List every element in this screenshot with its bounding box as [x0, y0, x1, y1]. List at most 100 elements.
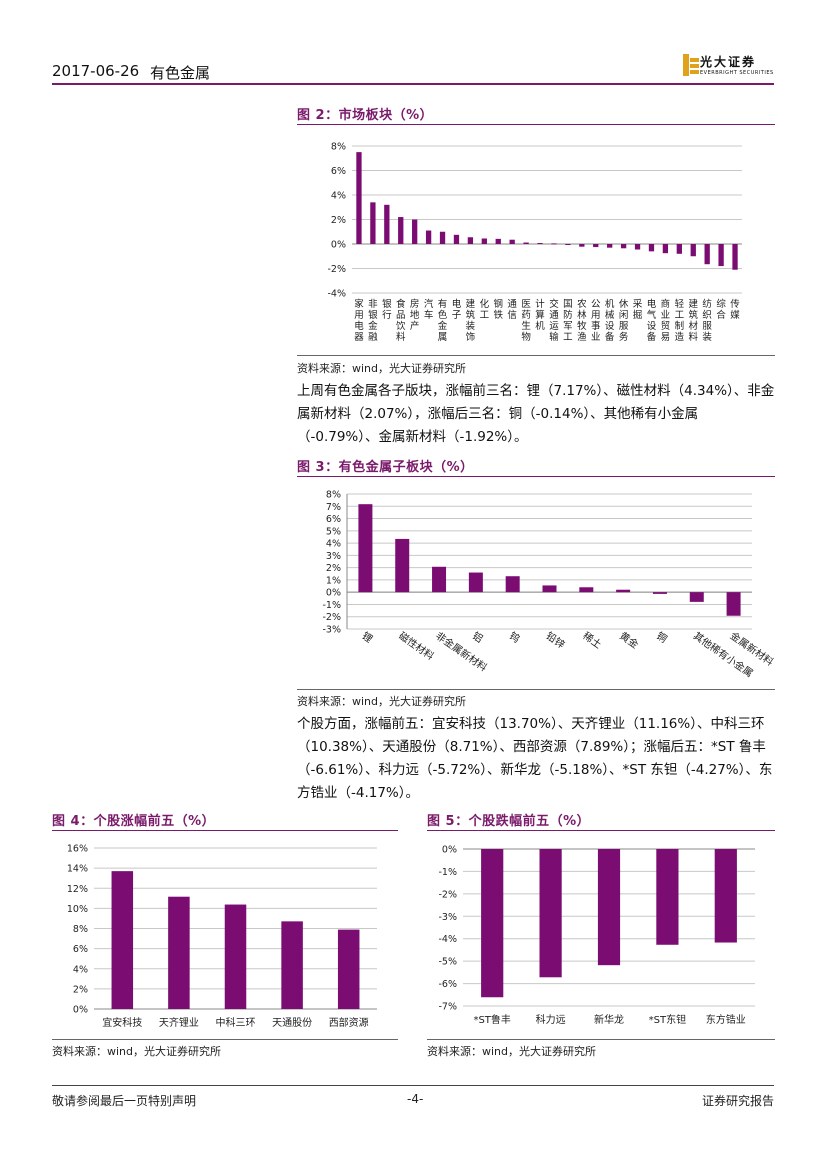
x-tick-label: 中科三环 [216, 1016, 256, 1029]
x-tick-label: 西部资源 [329, 1016, 369, 1029]
x-tick-label: 电气设备 [647, 298, 657, 343]
fig2-bottom-rule [297, 355, 775, 356]
y-tick-label: 0% [442, 845, 457, 856]
y-tick-label: -3% [439, 912, 458, 923]
y-tick-label: -1% [323, 600, 342, 611]
y-tick-label: 0% [331, 240, 346, 251]
x-tick-label: 天通股份 [272, 1017, 312, 1029]
bar-宜安科技 [111, 871, 134, 1009]
fig2-top-rule [297, 124, 775, 125]
fig2-title: 图 2：市场板块（%） [297, 108, 434, 123]
bar-非金属新材料 [432, 566, 447, 593]
y-tick-label: -5% [439, 957, 458, 968]
bar-中科三环 [224, 904, 247, 1009]
x-tick-label: 钢铁 [493, 298, 503, 321]
y-tick-label: 16% [67, 844, 88, 855]
x-tick-label: 农林牧渔 [577, 298, 587, 343]
report-sector: 有色金属 [150, 64, 211, 82]
fig3-source: 资料来源：wind，光大证券研究所 [297, 695, 467, 708]
paragraph-stocks: 个股方面，涨幅前五：宜安科技（13.70%）、天齐锂业（11.16%）、中科三环… [297, 716, 773, 801]
x-tick-label: 东方锆业 [706, 1013, 746, 1026]
y-tick-label: 10% [67, 904, 88, 915]
fig2-chart: -4%-2%0%2%4%6%8%家用电器非银金融银行食品饮料房地产汽车有色金属电… [328, 142, 742, 343]
bar-金属新材料 [726, 592, 741, 616]
bar-采掘 [634, 244, 641, 250]
x-tick-label: 家用电器 [354, 298, 364, 343]
bar-东方锆业 [714, 849, 737, 943]
x-tick-label: 建筑材料 [688, 298, 698, 343]
bar-电气设备 [648, 244, 655, 252]
x-tick-label: 电子 [452, 298, 462, 321]
y-tick-label: -7% [439, 1002, 458, 1013]
bar-天齐锂业 [168, 896, 190, 1009]
footer-disclaimer[interactable]: 敬请参阅最后一页特别声明 [52, 1094, 197, 1108]
fig4-chart: 0% 2% 4% 6% 8% 10% 12% 14% 16% 宜安科技 天齐锂业 中科三环 天通股份 西部… [67, 844, 377, 1029]
x-tick-label: 银行 [382, 298, 392, 321]
bar-公用事业 [593, 244, 599, 248]
x-tick-label: 科力远 [536, 1013, 566, 1026]
header-rule [52, 83, 774, 85]
bar-化工 [481, 238, 487, 244]
x-tick-label: 房地产 [410, 298, 420, 332]
page-number: -4- [407, 1092, 424, 1106]
x-tick-label: 机械设备 [605, 298, 615, 343]
y-tick-label: 2% [331, 215, 346, 226]
x-tick-label: 交通运输 [549, 298, 559, 343]
fig3-chart: -3%-2%-1%0%1%2%3%4%5%6%7%8%锂 磁性材料非金属新材料铝钨… [323, 490, 777, 680]
y-tick-label: 14% [67, 864, 88, 875]
paragraph-subsectors: 上周有色金属各子版块，涨幅前三名：锂（7.17%）、磁性材料（4.34%）、非金… [297, 383, 775, 445]
bar-休闲服务 [620, 244, 627, 249]
y-tick-label: 8% [73, 924, 88, 935]
x-tick-label: 食品饮料 [396, 298, 406, 343]
bar-农林牧渔 [579, 244, 585, 247]
fig3-title: 图 3：有色金属子板块（%） [297, 460, 474, 475]
bar-建筑材料 [690, 244, 696, 257]
x-tick-label: 黄金 [617, 629, 641, 651]
bar-家用电器 [356, 152, 362, 244]
y-tick-label: -3% [323, 625, 342, 636]
bar-计算机 [537, 243, 543, 245]
x-tick-label: 纺织服装 [702, 298, 712, 343]
x-tick-label: 有色金属 [438, 298, 448, 343]
fig2-source: 资料来源：wind，光大证券研究所 [297, 362, 467, 375]
fig3-bottom-rule [297, 689, 775, 690]
y-tick-label: -6% [439, 979, 458, 990]
y-tick-label: 6% [73, 944, 88, 955]
x-tick-label: 铅锌 [544, 629, 568, 651]
bar-磁性材料 [395, 538, 410, 593]
x-tick-label: 铜 [654, 630, 669, 646]
y-tick-label: 4% [326, 539, 341, 550]
bar-黄金 [616, 589, 631, 593]
y-tick-label: -2% [439, 889, 458, 900]
footer-report-type: 证券研究报告 [702, 1094, 775, 1108]
fig5-top-rule [427, 830, 775, 831]
bar-汽车 [425, 230, 432, 244]
y-tick-label: 8% [326, 490, 341, 501]
y-tick-label: 2% [326, 563, 341, 574]
y-tick-label: 5% [326, 526, 341, 537]
bar-轻工制造 [676, 244, 682, 254]
x-tick-label: 国防军工 [563, 299, 573, 343]
bar-天通股份 [281, 921, 303, 1009]
y-tick-label: 6% [331, 166, 346, 177]
y-tick-label: 1% [326, 575, 341, 586]
x-tick-label: 通信 [507, 299, 517, 321]
logo [683, 52, 778, 78]
bar-新华龙 [597, 849, 621, 966]
bar-食品饮料 [398, 217, 404, 244]
bar-钢铁 [495, 238, 501, 244]
x-tick-label: 医药生物 [521, 299, 531, 343]
x-tick-label: 建筑装饰 [466, 298, 476, 343]
x-tick-label: 锂 [359, 630, 374, 646]
x-tick-label: 铝 [470, 630, 485, 646]
x-tick-label: 汽车 [424, 298, 434, 321]
bar-锂 [358, 504, 373, 593]
y-tick-label: 6% [326, 514, 341, 525]
x-tick-label: 新华龙 [594, 1013, 624, 1026]
x-tick-label: 钨 [507, 629, 523, 645]
bar-商业贸易 [662, 244, 669, 254]
logo-english: EVERBRIGHT SECURITIES [700, 70, 774, 76]
x-tick-label: 磁性材料 [396, 629, 436, 663]
y-tick-label: 12% [67, 884, 88, 895]
y-tick-label: 4% [73, 964, 88, 975]
